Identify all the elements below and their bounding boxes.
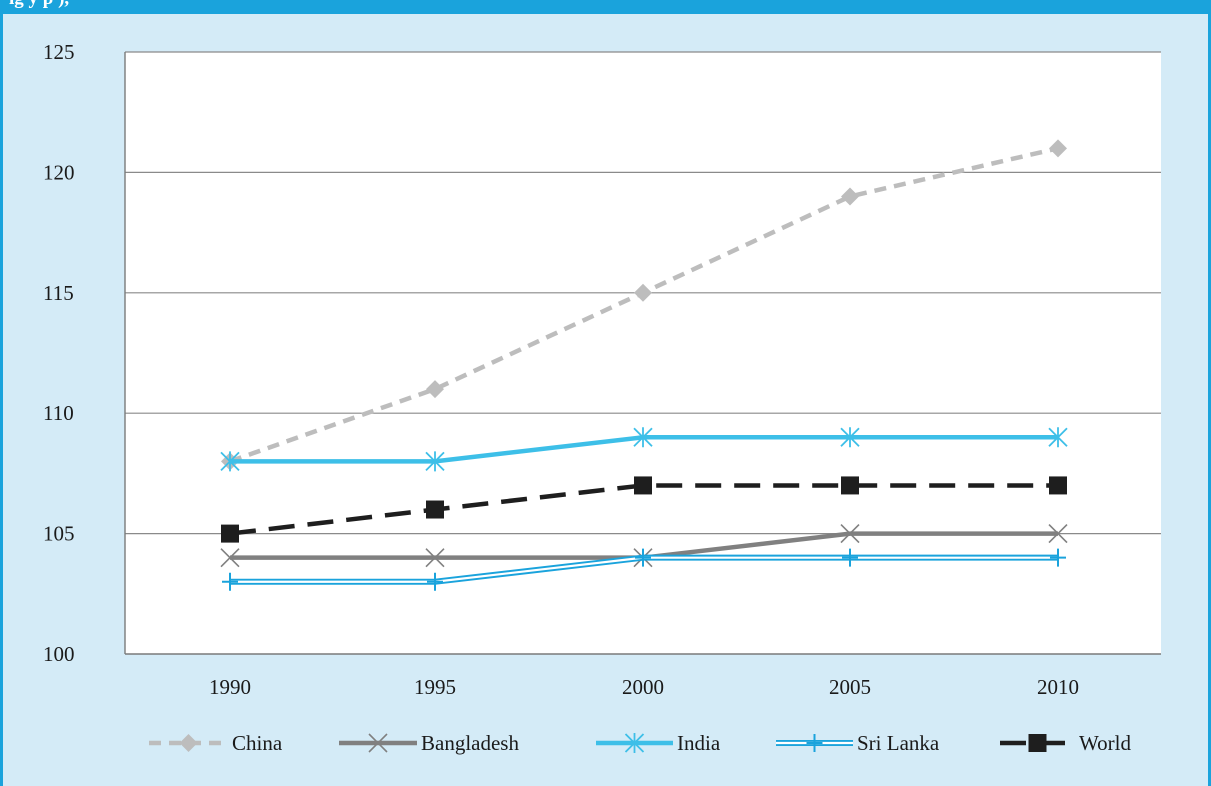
china-point: [426, 380, 444, 399]
legend-sri-lanka-marker: [806, 734, 823, 752]
world-point: [426, 500, 444, 519]
legend-world-marker: [1028, 734, 1047, 752]
x-tick-label: 1990: [209, 675, 251, 699]
bangladesh-point: [1048, 524, 1068, 544]
y-tick-label: 115: [43, 281, 74, 305]
legend-sri-lanka-label: Sri Lanka: [857, 731, 940, 755]
china-point: [841, 187, 859, 206]
china-point: [1049, 139, 1067, 158]
y-tick-label: 105: [43, 522, 75, 546]
sri-lanka-point: [842, 548, 858, 567]
world-point: [1049, 476, 1067, 495]
india-point: [633, 427, 653, 448]
legend-bangladesh-label: Bangladesh: [421, 731, 519, 755]
bangladesh-point: [425, 548, 445, 568]
y-tick-label: 120: [43, 160, 75, 184]
sri-lanka-point: [427, 572, 443, 591]
india-point: [220, 451, 240, 472]
legend-india-marker: [624, 733, 645, 753]
world-point: [841, 476, 859, 495]
x-tick-label: 2005: [829, 675, 871, 699]
legend-china-marker: [179, 734, 198, 752]
x-tick-label: 2000: [622, 675, 664, 699]
line-chart: 100 105 110 115 120 125 1990 1995 2000 2005 2010 Ch…: [43, 40, 1161, 755]
sri-lanka-point: [1050, 548, 1066, 567]
title-bar: ig y p ),: [3, 0, 1211, 14]
legend-china-label: China: [232, 731, 283, 755]
y-tick-label: 125: [43, 40, 75, 64]
x-tick-label: 2010: [1037, 675, 1079, 699]
y-tick-label: 110: [43, 401, 74, 425]
legend-bangladesh-marker: [368, 733, 388, 753]
legend-world-label: World: [1079, 731, 1131, 755]
figure-title-fragment: ig y p ),: [9, 0, 69, 10]
x-tick-label: 1995: [414, 675, 456, 699]
sri-lanka-point: [222, 572, 238, 591]
y-tick-label: 100: [43, 642, 75, 666]
sri-lanka-point: [635, 548, 651, 567]
india-point: [840, 427, 860, 448]
bangladesh-point: [840, 524, 860, 544]
legend-india-label: India: [677, 731, 721, 755]
world-point: [221, 524, 239, 543]
world-point: [634, 476, 652, 495]
india-point: [1048, 427, 1068, 448]
china-point: [634, 283, 652, 302]
bangladesh-point: [220, 548, 240, 568]
india-point: [425, 451, 445, 472]
